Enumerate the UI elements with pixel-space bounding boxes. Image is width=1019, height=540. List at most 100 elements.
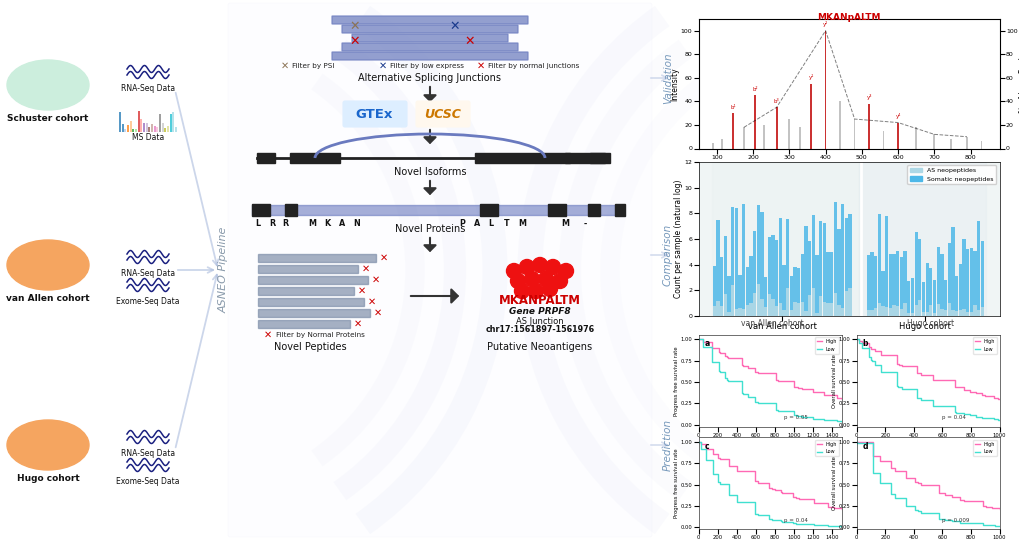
Bar — [712, 266, 715, 316]
Legend: High, Low: High, Low — [972, 440, 997, 456]
Bar — [752, 231, 755, 316]
Bar — [940, 309, 943, 316]
Bar — [722, 237, 727, 316]
Bar — [947, 303, 950, 316]
Bar — [727, 312, 730, 316]
Bar — [943, 309, 947, 316]
Text: p = 0.04: p = 0.04 — [942, 415, 965, 420]
Text: M: M — [560, 219, 569, 228]
Bar — [800, 254, 803, 316]
Bar — [804, 226, 807, 316]
Bar — [969, 312, 972, 316]
Bar — [722, 294, 727, 316]
Text: Exome-Seq Data: Exome-Seq Data — [116, 297, 179, 306]
Text: K: K — [324, 219, 330, 228]
Bar — [589, 153, 609, 163]
Text: T: T — [503, 219, 510, 228]
Circle shape — [545, 260, 560, 274]
Bar — [814, 313, 818, 316]
Text: b¹: b¹ — [730, 105, 736, 110]
Bar — [715, 301, 718, 316]
Bar — [824, 31, 825, 148]
Text: p = 0.05: p = 0.05 — [784, 415, 807, 420]
Bar — [121, 124, 123, 132]
Bar — [869, 310, 873, 316]
Text: Prediction: Prediction — [662, 419, 673, 471]
Bar — [954, 276, 957, 316]
Bar — [789, 276, 792, 316]
Bar — [712, 306, 715, 316]
Bar — [807, 241, 810, 316]
Text: Gene PRPF8: Gene PRPF8 — [508, 307, 571, 316]
Bar — [814, 255, 818, 316]
Bar — [734, 308, 737, 316]
Ellipse shape — [7, 420, 89, 470]
Bar — [156, 126, 158, 132]
Text: ✕: ✕ — [368, 297, 376, 307]
Bar — [720, 139, 722, 148]
Text: y⁴: y⁴ — [895, 113, 900, 119]
FancyBboxPatch shape — [342, 101, 407, 127]
Bar — [914, 232, 917, 316]
Bar — [976, 221, 979, 316]
Bar — [896, 251, 899, 316]
Bar — [873, 255, 876, 316]
Bar — [752, 293, 755, 316]
Circle shape — [510, 273, 525, 288]
Text: Filter by Normal Proteins: Filter by Normal Proteins — [276, 332, 365, 338]
Text: Alternative Splicing Junctions: Alternative Splicing Junctions — [358, 73, 501, 83]
Bar — [587, 204, 599, 216]
Bar — [940, 254, 943, 316]
Bar — [164, 128, 166, 132]
Bar — [943, 280, 947, 316]
Bar — [777, 303, 782, 316]
Text: Hugo cohort: Hugo cohort — [16, 474, 79, 483]
Bar — [614, 204, 625, 216]
Bar — [782, 265, 785, 316]
Text: ✕: ✕ — [380, 253, 388, 263]
FancyBboxPatch shape — [416, 101, 470, 127]
Bar — [979, 141, 981, 149]
Bar — [777, 218, 782, 316]
Bar — [135, 129, 137, 132]
Bar — [786, 219, 789, 316]
Bar — [759, 299, 763, 316]
Bar — [715, 220, 718, 316]
Bar — [151, 124, 153, 132]
Bar — [866, 310, 869, 316]
Bar — [833, 293, 837, 316]
Bar — [818, 296, 821, 316]
Text: Novel Peptides: Novel Peptides — [273, 342, 346, 352]
Bar — [877, 214, 880, 316]
Bar — [825, 303, 828, 316]
Bar — [841, 308, 844, 316]
Text: ASNEO Pipeline: ASNEO Pipeline — [219, 227, 229, 313]
Y-axis label: Intensity: Intensity — [669, 67, 679, 100]
Bar — [844, 218, 847, 316]
Bar — [763, 277, 766, 316]
Bar — [928, 305, 931, 316]
Bar — [161, 124, 164, 132]
Text: ✕: ✕ — [465, 35, 475, 48]
Text: RNA-Seq Data: RNA-Seq Data — [121, 449, 175, 458]
Text: y³: y³ — [865, 94, 871, 100]
Bar — [767, 294, 770, 316]
Text: b: b — [862, 340, 867, 348]
Text: y¹: y¹ — [808, 74, 813, 80]
Bar — [258, 298, 364, 306]
Bar — [961, 309, 965, 316]
Bar — [759, 212, 763, 316]
Text: ✕: ✕ — [350, 19, 360, 32]
Text: Putative Neoantigens: Putative Neoantigens — [487, 342, 592, 352]
Bar — [745, 305, 748, 316]
Bar — [258, 320, 350, 328]
Bar — [774, 240, 777, 316]
Text: ✕: ✕ — [372, 275, 380, 285]
Bar — [807, 295, 810, 316]
Text: M: M — [308, 219, 316, 228]
Bar — [884, 307, 888, 316]
Y-axis label: % of base Peak: % of base Peak — [1018, 55, 1019, 113]
Bar — [711, 162, 858, 316]
Text: van Allen cohort: van Allen cohort — [740, 319, 803, 328]
Bar — [824, 31, 825, 148]
